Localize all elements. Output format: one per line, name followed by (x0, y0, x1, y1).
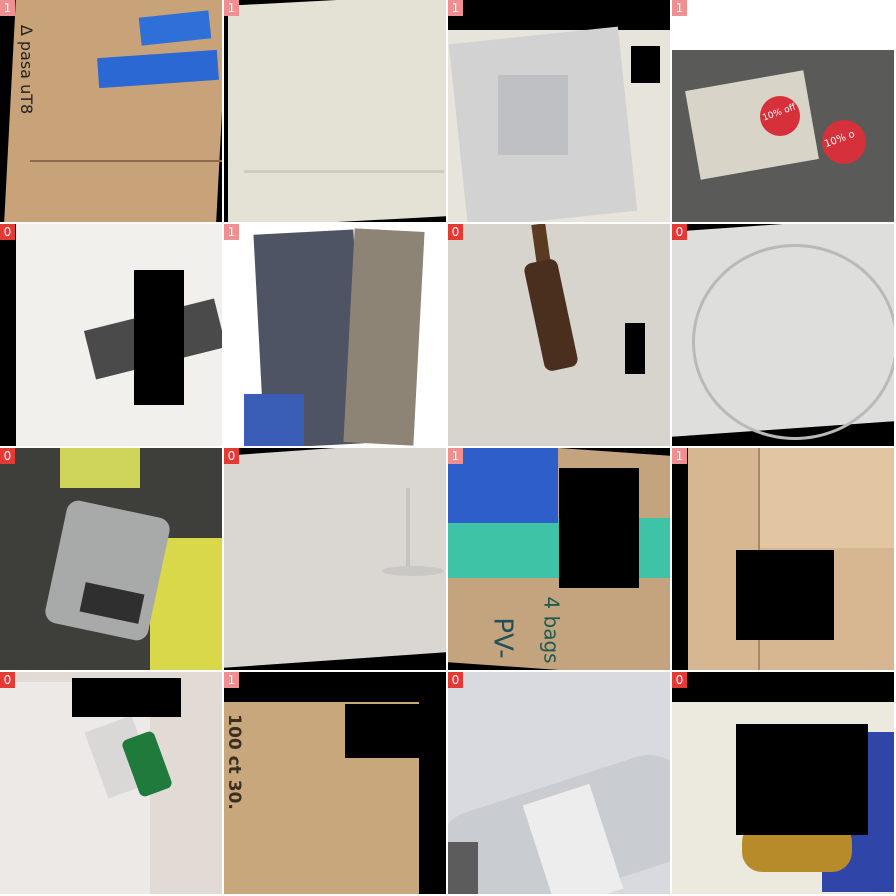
label-badge: 1 (224, 224, 239, 240)
image-tile-9[interactable]: 0 (0, 448, 222, 670)
wine-glass-stem (406, 488, 410, 568)
label-badge: 1 (448, 0, 463, 16)
image-tile-2[interactable]: 1 (224, 0, 446, 222)
brown-bottle (522, 257, 580, 373)
red-circle (822, 120, 866, 164)
occlusion-box (736, 550, 834, 640)
image-tile-8[interactable]: 0 (672, 224, 894, 446)
image-tile-13[interactable]: 0 (0, 672, 222, 894)
image-tile-1[interactable]: Δ pasa uT8 1 (0, 0, 222, 222)
occlusion-box (345, 704, 420, 758)
label-badge: 0 (672, 224, 687, 240)
glass-curve (692, 244, 894, 440)
printed-text: 100 ct 30. (224, 714, 244, 810)
printed-text: 4 bags (539, 596, 564, 664)
label-badge: 1 (672, 448, 687, 464)
yellow-surface (60, 448, 140, 488)
image-tile-14[interactable]: 100 ct 30. 1 (224, 672, 446, 894)
paper-fold (244, 170, 444, 173)
label-badge: 0 (224, 448, 239, 464)
image-tile-4[interactable]: 10% off 10% o 1 (672, 0, 894, 222)
printed-text: Δ pasa uT8 (17, 24, 37, 115)
image-tile-6[interactable]: 1 (224, 224, 446, 446)
occlusion-box (736, 724, 868, 835)
blue-print (448, 448, 558, 523)
red-circle (760, 96, 800, 136)
label-badge: 0 (0, 224, 15, 240)
occlusion-box (134, 270, 184, 405)
label-badge: 0 (0, 448, 15, 464)
occlusion-box (631, 46, 660, 83)
label-badge: 1 (224, 0, 239, 16)
occlusion-box (625, 323, 645, 374)
image-tile-10[interactable]: 0 (224, 448, 446, 670)
blue-patch (244, 394, 304, 446)
box-seam (30, 160, 222, 162)
label-badge: 1 (672, 0, 687, 16)
printed-text: PV- (487, 617, 518, 659)
image-tile-5[interactable]: 0 (0, 224, 222, 446)
gray-surface (224, 448, 446, 668)
box-flap (758, 448, 894, 548)
image-tile-16[interactable]: 0 (672, 672, 894, 894)
label-badge: 1 (0, 0, 15, 16)
label-badge: 0 (448, 672, 463, 688)
wine-glass-base (382, 566, 444, 576)
label-badge: 0 (672, 672, 687, 688)
occlusion-box (72, 678, 181, 717)
bottle-cap (448, 842, 478, 894)
paper-sheet (228, 0, 446, 222)
image-tile-3[interactable]: 1 (448, 0, 670, 222)
label-badge: 0 (448, 224, 463, 240)
image-tile-11[interactable]: 4 bags PV- 1 (448, 448, 670, 670)
occlusion-box (559, 468, 639, 588)
bag-print (498, 75, 568, 155)
label-badge: 1 (224, 672, 239, 688)
label-badge: 1 (448, 448, 463, 464)
label-badge: 0 (0, 672, 15, 688)
image-tile-15[interactable]: 0 (448, 672, 670, 894)
cardboard-box (343, 228, 425, 446)
image-tile-7[interactable]: 0 (448, 224, 670, 446)
image-tile-12[interactable]: 1 (672, 448, 894, 670)
